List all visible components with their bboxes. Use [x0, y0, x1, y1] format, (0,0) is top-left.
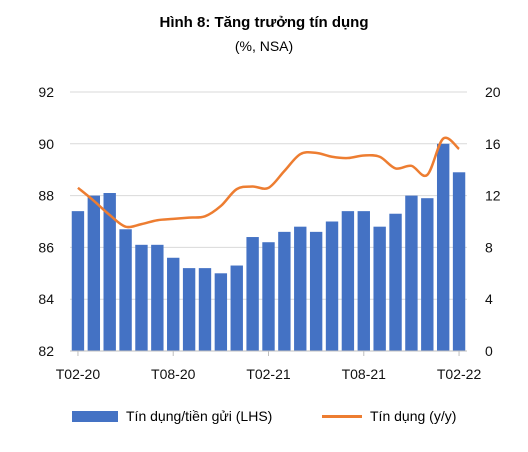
left-tick-label: 82: [38, 343, 54, 359]
bar: [198, 268, 212, 351]
bar: [389, 213, 402, 351]
bar: [294, 226, 307, 351]
right-tick-label: 4: [485, 291, 493, 307]
bar: [135, 244, 148, 351]
bar: [373, 226, 386, 351]
bar: [182, 268, 196, 351]
bar: [341, 211, 355, 351]
bar: [357, 211, 370, 351]
left-tick-label: 92: [38, 84, 54, 100]
legend-label-bars: Tín dụng/tiền gửi (LHS): [126, 408, 273, 424]
bar: [71, 211, 85, 351]
bar: [309, 231, 323, 351]
chart-title: Hình 8: Tăng trưởng tín dụng: [159, 14, 369, 31]
bar: [119, 229, 132, 351]
bar: [421, 198, 434, 351]
bar: [278, 231, 291, 351]
left-tick-label: 90: [38, 136, 54, 152]
combo-chart: 82 84 86 88 90 92 0 4 8 12 16 20 T02-20 T08-20 T02-21 T…: [38, 84, 501, 382]
bar: [436, 143, 450, 351]
x-tick-label: T08-21: [342, 366, 387, 382]
left-tick-label: 84: [38, 291, 54, 307]
right-tick-label: 12: [485, 188, 501, 204]
line-series-credit-growth: [77, 136, 460, 229]
chart-legend: Tín dụng/tiền gửi (LHS) Tín dụng (y/y): [0, 408, 528, 432]
right-tick-label: 20: [485, 84, 501, 100]
bar: [246, 237, 259, 351]
bar: [452, 172, 466, 351]
x-tick-label: T02-20: [56, 366, 101, 382]
bar: [230, 265, 243, 351]
bar: [405, 195, 418, 351]
x-tick-label: T02-21: [246, 366, 291, 382]
legend-swatch-line: [322, 414, 362, 418]
legend-item-line: Tín dụng (y/y): [322, 408, 456, 424]
bar: [214, 273, 228, 351]
bar: [325, 221, 339, 351]
legend-item-bars: Tín dụng/tiền gửi (LHS): [72, 408, 272, 424]
x-tick-label: T08-20: [151, 366, 196, 382]
right-tick-label: 8: [485, 239, 493, 255]
chart-subtitle: (%, NSA): [234, 38, 294, 54]
legend-label-line: Tín dụng (y/y): [370, 408, 457, 424]
x-tick-label: T02-22: [437, 366, 482, 382]
left-tick-label: 86: [38, 239, 54, 255]
right-tick-label: 0: [485, 343, 493, 359]
bar: [167, 257, 180, 351]
bar: [103, 193, 116, 351]
bar: [151, 244, 164, 351]
right-tick-label: 16: [485, 136, 501, 152]
bar: [87, 195, 101, 351]
legend-swatch-bar: [72, 410, 118, 422]
bar: [262, 242, 275, 351]
left-tick-label: 88: [38, 188, 54, 204]
